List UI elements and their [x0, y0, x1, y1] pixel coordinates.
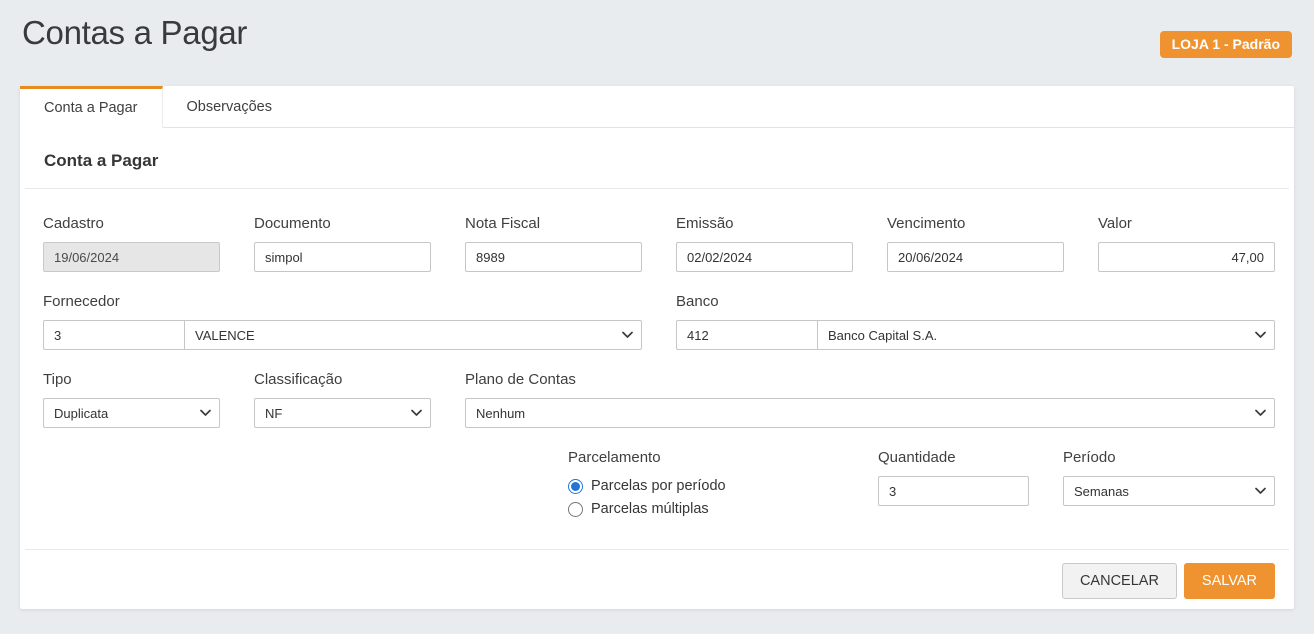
plano-de-contas-select-wrap: Nenhum [465, 398, 1275, 428]
cadastro-input [43, 242, 220, 272]
fornecedor-label: Fornecedor [43, 293, 120, 310]
periodo-select-wrap: Semanas [1063, 476, 1275, 506]
quantidade-input[interactable] [878, 476, 1029, 506]
field-classificacao: Classificação NF [254, 371, 431, 428]
banco-select[interactable]: Banco Capital S.A. [817, 320, 1275, 350]
page-title: Contas a Pagar [22, 14, 248, 51]
field-vencimento: Vencimento [887, 215, 1064, 272]
section-divider [25, 188, 1289, 189]
tab-filler [295, 86, 1294, 128]
main-card: Conta a Pagar Observações Conta a Pagar … [20, 86, 1294, 609]
valor-label: Valor [1098, 215, 1132, 232]
footer-actions: CANCELAR SALVAR [20, 550, 1294, 620]
form-row-1: Cadastro Documento Nota Fiscal Emissão V… [43, 215, 1275, 272]
field-periodo: Período Semanas [1063, 449, 1275, 524]
radio-parcelas-por-periodo[interactable]: Parcelas por período [568, 478, 838, 494]
field-fornecedor: Fornecedor VALENCE [43, 293, 642, 350]
field-cadastro: Cadastro [43, 215, 220, 272]
radio-label: Parcelas por período [591, 478, 726, 494]
field-documento: Documento [254, 215, 431, 272]
fornecedor-select[interactable]: VALENCE [184, 320, 642, 350]
conta-a-pagar-form: Cadastro Documento Nota Fiscal Emissão V… [20, 215, 1294, 524]
field-parcelamento: Parcelamento Parcelas por período Parcel… [568, 449, 838, 524]
valor-input[interactable] [1098, 242, 1275, 272]
tipo-select-wrap: Duplicata [43, 398, 220, 428]
banco-combo: Banco Capital S.A. [676, 320, 1275, 350]
plano-de-contas-select[interactable]: Nenhum [465, 398, 1275, 428]
form-row-4: Parcelamento Parcelas por período Parcel… [43, 449, 1275, 524]
footer-divider [25, 549, 1289, 550]
fornecedor-combo: VALENCE [43, 320, 642, 350]
fornecedor-select-wrap: VALENCE [184, 320, 642, 350]
parcelamento-label: Parcelamento [568, 449, 661, 466]
classificacao-select-wrap: NF [254, 398, 431, 428]
nota-fiscal-input[interactable] [465, 242, 642, 272]
field-emissao: Emissão [676, 215, 853, 272]
field-banco: Banco Banco Capital S.A. [676, 293, 1275, 350]
quantidade-label: Quantidade [878, 449, 956, 466]
periodo-select[interactable]: Semanas [1063, 476, 1275, 506]
classificacao-select[interactable]: NF [254, 398, 431, 428]
tipo-label: Tipo [43, 371, 72, 388]
page-header: Contas a Pagar LOJA 1 - Padrão [0, 0, 1314, 86]
radio-parcelas-multiplas[interactable]: Parcelas múltiplas [568, 501, 838, 517]
banco-code-input[interactable] [676, 320, 818, 350]
field-plano-de-contas: Plano de Contas Nenhum [465, 371, 1275, 428]
documento-label: Documento [254, 215, 331, 232]
form-row-2: Fornecedor VALENCE Banco [43, 293, 1275, 350]
fornecedor-code-input[interactable] [43, 320, 185, 350]
store-badge[interactable]: LOJA 1 - Padrão [1159, 31, 1292, 58]
nota-fiscal-label: Nota Fiscal [465, 215, 541, 232]
documento-input[interactable] [254, 242, 431, 272]
periodo-label: Período [1063, 449, 1116, 466]
parcelas-multiplas-radio[interactable] [568, 501, 583, 517]
emissao-input[interactable] [676, 242, 853, 272]
plano-de-contas-label: Plano de Contas [465, 371, 576, 388]
form-row-3: Tipo Duplicata Classificação NF [43, 371, 1275, 428]
parcelas-por-periodo-radio[interactable] [568, 478, 583, 494]
banco-label: Banco [676, 293, 719, 310]
tab-label: Conta a Pagar [44, 100, 138, 116]
tab-conta-a-pagar[interactable]: Conta a Pagar [20, 86, 163, 128]
tipo-select[interactable]: Duplicata [43, 398, 220, 428]
banco-select-wrap: Banco Capital S.A. [817, 320, 1275, 350]
field-tipo: Tipo Duplicata [43, 371, 220, 428]
tab-observacoes[interactable]: Observações [162, 86, 296, 128]
field-nota-fiscal: Nota Fiscal [465, 215, 642, 272]
cancel-button[interactable]: CANCELAR [1061, 563, 1177, 599]
radio-label: Parcelas múltiplas [591, 501, 709, 517]
tab-label: Observações [186, 98, 272, 115]
cadastro-label: Cadastro [43, 215, 104, 232]
field-quantidade: Quantidade [878, 449, 1029, 524]
classificacao-label: Classificação [254, 371, 343, 388]
tab-bar: Conta a Pagar Observações [20, 86, 1294, 128]
section-title: Conta a Pagar [44, 151, 159, 170]
vencimento-input[interactable] [887, 242, 1064, 272]
emissao-label: Emissão [676, 215, 734, 232]
save-button[interactable]: SALVAR [1183, 563, 1275, 599]
vencimento-label: Vencimento [887, 215, 966, 232]
field-valor: Valor [1098, 215, 1275, 272]
